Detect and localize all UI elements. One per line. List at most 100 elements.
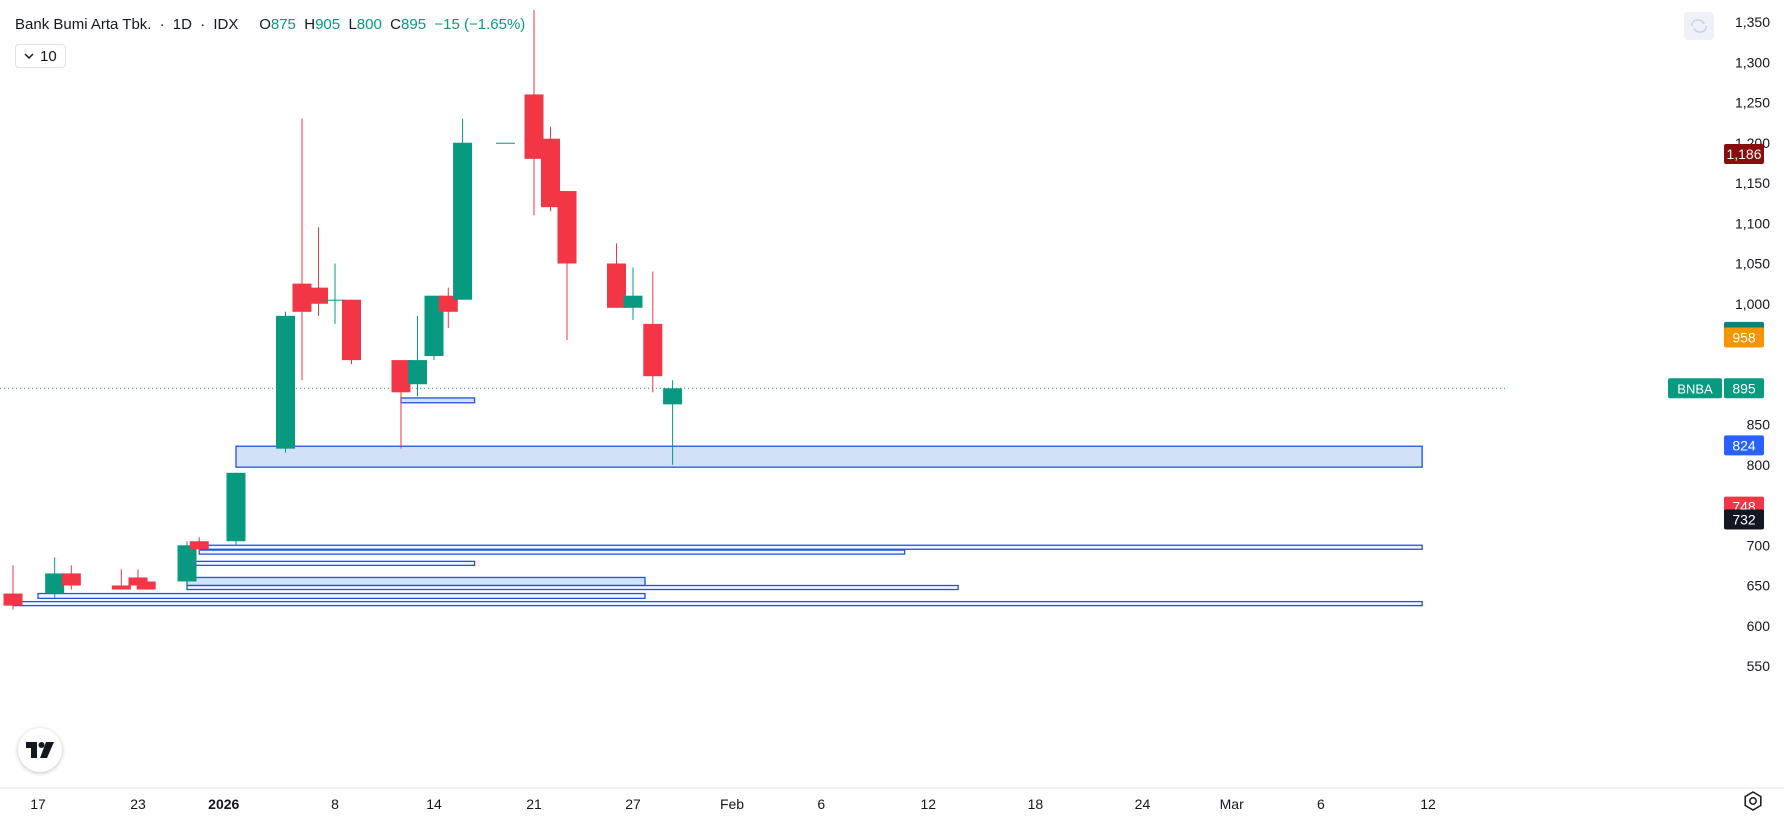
zone-box[interactable] [186, 560, 476, 567]
x-tick-label: 21 [526, 796, 542, 812]
price-label: 732 [1724, 509, 1764, 530]
zone-box[interactable] [186, 576, 646, 587]
y-tick-label: 1,050 [1735, 256, 1770, 272]
auto-scale-button[interactable] [1684, 12, 1714, 40]
interval-label[interactable]: 1D [172, 16, 192, 33]
y-tick-label: 800 [1747, 457, 1771, 473]
exchange-label: IDX [213, 16, 239, 33]
x-tick-label: 17 [30, 796, 46, 812]
candle[interactable] [541, 126, 560, 212]
symbol-name[interactable]: Bank Bumi Arta Tbk. [15, 16, 152, 33]
y-tick-label: 1,150 [1735, 175, 1770, 191]
y-tick-label: 1,350 [1735, 14, 1770, 30]
candle[interactable] [623, 267, 643, 320]
open-value: 875 [270, 16, 296, 33]
x-tick-label: 8 [331, 796, 339, 812]
candle[interactable] [408, 315, 427, 397]
indicators-toggle-button[interactable]: 10 [15, 44, 66, 68]
candle[interactable] [607, 243, 626, 308]
zone-box[interactable] [235, 445, 1423, 468]
price-label-box [1724, 144, 1764, 165]
candle[interactable] [495, 142, 515, 144]
x-tick-label: 14 [426, 796, 442, 812]
x-tick-label: 12 [1420, 796, 1436, 812]
price-labels-layer: 1,186965958824748732BNBA895 [1668, 144, 1764, 530]
x-tick-label: 6 [1317, 796, 1325, 812]
price-label-box [1724, 327, 1764, 348]
last-price-badge: BNBA 895 [1668, 378, 1764, 399]
candle-body [61, 573, 81, 586]
candle[interactable] [276, 311, 295, 453]
candle-body [524, 94, 544, 159]
x-tick-label: 6 [817, 796, 825, 812]
zones-layer [12, 397, 1423, 607]
price-label-text: 958 [1732, 330, 1756, 346]
candle-body [623, 295, 643, 308]
zone-box[interactable] [37, 592, 646, 600]
candle[interactable] [292, 118, 312, 381]
candle-body [541, 138, 560, 208]
candle[interactable] [136, 581, 156, 590]
candle[interactable] [663, 380, 683, 465]
candle[interactable] [45, 557, 65, 598]
y-tick-label: 1,100 [1735, 215, 1770, 231]
candle[interactable] [438, 287, 458, 328]
price-label-text: 1,186 [1726, 146, 1761, 162]
candle[interactable] [643, 271, 663, 393]
candle-body [177, 545, 197, 582]
price-axis: 550 600 650 700 800 850 1,000 1,050 1,100 1,150 1,… [1508, 0, 1784, 823]
close-label: C [390, 16, 402, 33]
candle-body [309, 287, 328, 304]
candle[interactable] [226, 472, 246, 546]
last-price-text: 895 [1732, 380, 1756, 396]
open-label: O [259, 16, 271, 33]
candle-body [111, 585, 131, 590]
candle[interactable] [177, 541, 197, 586]
candle[interactable] [309, 227, 328, 316]
tradingview-logo-icon[interactable] [18, 728, 62, 772]
candle[interactable] [325, 263, 345, 324]
high-value: 905 [315, 16, 341, 33]
y-tick-label: 700 [1747, 537, 1771, 553]
zone-box[interactable] [400, 397, 476, 404]
candle-body [226, 472, 246, 542]
candle[interactable] [3, 565, 23, 610]
candle[interactable] [342, 299, 361, 365]
x-tick-label: 18 [1028, 796, 1044, 812]
symbol-badge-text: BNBA [1677, 381, 1713, 396]
candle[interactable] [391, 360, 411, 449]
candle[interactable] [524, 9, 544, 216]
candles-layer [3, 9, 683, 610]
candle[interactable] [424, 295, 444, 361]
y-tick-label: 650 [1747, 578, 1771, 594]
candle[interactable] [453, 118, 473, 300]
price-label-box [1724, 509, 1764, 530]
candle[interactable] [189, 537, 209, 554]
price-label-text: 732 [1732, 511, 1756, 527]
candle-body [136, 581, 156, 590]
chart-legend: Bank Bumi Arta Tbk. · 1D · IDX O875 H905… [15, 16, 525, 33]
candle-body [292, 283, 312, 312]
candle-body [276, 315, 295, 449]
candle[interactable] [111, 569, 131, 590]
zone-box[interactable] [198, 549, 906, 555]
zone-box[interactable] [12, 600, 1423, 607]
zone-box[interactable] [186, 584, 959, 591]
y-tick-label: 1,250 [1735, 95, 1770, 111]
candle-body [3, 593, 23, 606]
x-tick-label: 27 [625, 796, 641, 812]
low-value: 800 [356, 16, 382, 33]
candle[interactable] [61, 565, 81, 590]
gear-icon[interactable] [1742, 790, 1764, 812]
candle-body [663, 388, 683, 405]
y-tick-label: 1,000 [1735, 296, 1770, 312]
candle-body [391, 360, 411, 393]
x-tick-label: Mar [1220, 796, 1244, 812]
candle[interactable] [557, 191, 577, 340]
legend-separator: · [200, 16, 206, 33]
price-axis-background[interactable] [1508, 0, 1784, 823]
indicators-count: 10 [40, 47, 57, 65]
x-tick-label: 2026 [208, 796, 239, 812]
zone-box[interactable] [198, 544, 1423, 550]
